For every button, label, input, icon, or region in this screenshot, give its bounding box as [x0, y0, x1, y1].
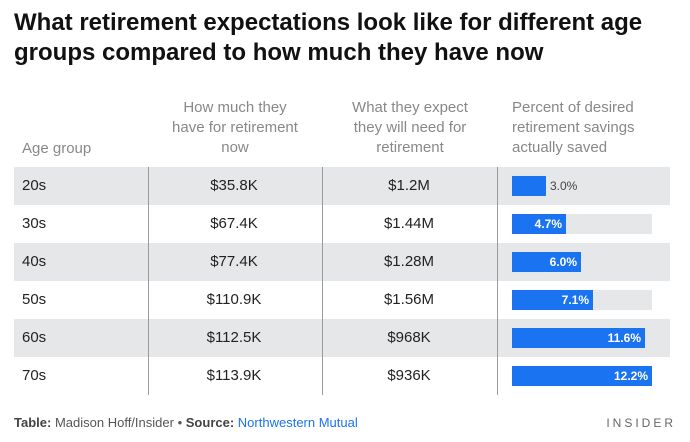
expected-need-cell: $1.2M — [388, 177, 430, 194]
percent-label: 6.0% — [549, 255, 577, 269]
header-have-line-3: now — [221, 139, 249, 156]
percent-label: 4.7% — [534, 217, 562, 231]
age-group-cell: 20s — [22, 177, 47, 194]
have-now-cell: $77.4K — [210, 253, 258, 270]
footer-bullet: • — [177, 415, 183, 430]
percent-bar — [512, 366, 652, 386]
percent-label: 12.2% — [613, 369, 648, 383]
age-group-cell: 30s — [22, 215, 47, 232]
have-now-cell: $35.8K — [210, 177, 258, 194]
header-have-now: How much they have for retirement now — [150, 98, 320, 158]
table-row: 70s $113.9K $936K 12.2% — [14, 357, 670, 395]
percent-label: 3.0% — [550, 179, 578, 193]
have-now-cell: $110.9K — [206, 291, 262, 308]
table-row: 50s $110.9K $1.56M 7.1% — [14, 281, 670, 319]
header-pct-line-3: actually saved — [512, 139, 608, 156]
header-pct-line-1: Percent of desired — [512, 99, 634, 116]
expected-need-cell: $968K — [387, 329, 431, 346]
footer-credit: Table: Madison Hoff/Insider • Source: No… — [14, 415, 358, 430]
percent-label: 7.1% — [561, 293, 589, 307]
data-table: 20s $35.8K $1.2M 3.0% 30s $67.4K $1.44M 4.7% 40s… — [14, 167, 670, 395]
percent-bar — [512, 252, 581, 272]
expected-need-cell: $1.28M — [383, 253, 435, 270]
header-need-line-2: they will need for — [353, 119, 467, 136]
table-row: 30s $67.4K $1.44M 4.7% — [14, 205, 670, 243]
percent-label: 11.6% — [607, 331, 641, 345]
percent-bar — [512, 176, 546, 196]
footer-table-prefix: Table: — [14, 415, 52, 430]
percent-bar — [512, 214, 566, 234]
table-row: 40s $77.4K $1.28M 6.0% — [14, 243, 670, 281]
age-group-cell: 50s — [22, 291, 47, 308]
footer-table-credit: Madison Hoff/Insider — [54, 415, 174, 430]
age-group-cell: 40s — [22, 253, 47, 270]
column-divider — [148, 167, 149, 395]
have-now-cell: $112.5K — [206, 329, 262, 346]
header-percent-saved: Percent of desired retirement savings ac… — [512, 98, 682, 158]
header-expected-need: What they expect they will need for reti… — [325, 98, 495, 158]
expected-need-cell: $1.56M — [383, 291, 435, 308]
header-pct-line-2: retirement savings — [512, 119, 635, 136]
header-have-line-2: have for retirement — [172, 119, 298, 136]
column-divider — [322, 167, 323, 395]
age-group-cell: 70s — [22, 367, 47, 384]
footer-source-prefix: Source: — [185, 415, 235, 430]
table-row: 60s $112.5K $968K 11.6% — [14, 319, 670, 357]
percent-bar — [512, 290, 593, 310]
brand-logo: INSIDER — [606, 416, 676, 430]
chart-title: What retirement expectations look like f… — [14, 9, 643, 66]
expected-need-cell: $1.44M — [383, 215, 435, 232]
header-have-line-1: How much they — [183, 99, 287, 116]
header-need-line-1: What they expect — [352, 99, 468, 116]
column-divider — [497, 167, 498, 395]
footer-source-link[interactable]: Northwestern Mutual — [237, 415, 358, 430]
age-group-cell: 60s — [22, 329, 47, 346]
header-age-group: Age group — [22, 140, 92, 157]
expected-need-cell: $936K — [387, 367, 431, 384]
table-row: 20s $35.8K $1.2M 3.0% — [14, 167, 670, 205]
percent-bar — [512, 328, 645, 348]
header-need-line-3: retirement — [376, 139, 444, 156]
have-now-cell: $113.9K — [206, 367, 262, 384]
have-now-cell: $67.4K — [210, 215, 258, 232]
